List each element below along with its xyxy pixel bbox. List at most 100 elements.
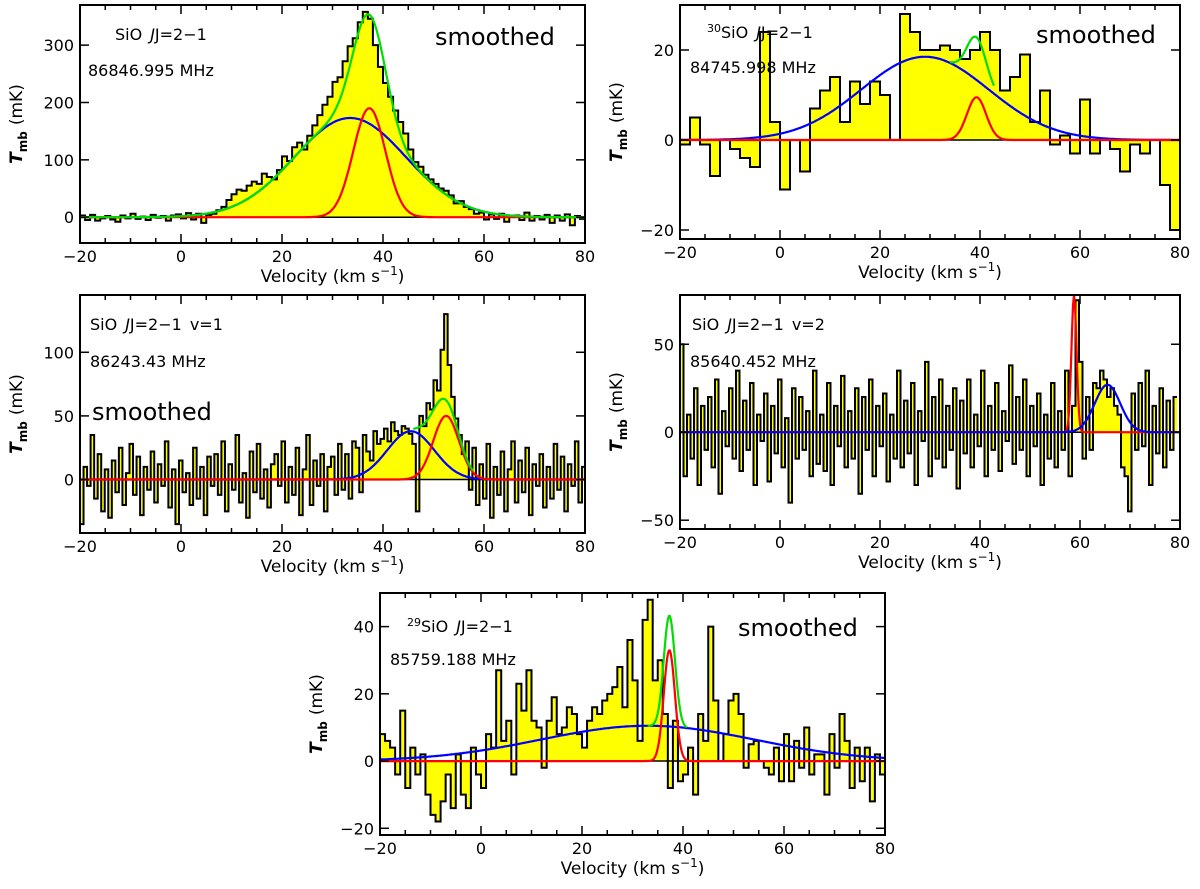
panel-1-isotope: 30	[707, 22, 721, 35]
panel-1-xtick-label: −20	[663, 243, 697, 262]
panel-2-spectrum-fill	[80, 314, 585, 525]
panel-3-ytick-label: 0	[664, 423, 674, 442]
panel-4-smoothed-label: smoothed	[738, 614, 858, 642]
panel-2-xtick-label: 20	[272, 537, 292, 556]
panel-4-xtick-label: 60	[774, 839, 794, 858]
panel-0-ytick-label: 300	[43, 36, 74, 55]
panel-1-xtick-label: 60	[1070, 243, 1090, 262]
panel-1-ytick-label: −20	[640, 221, 674, 240]
panel-2-transition: J=2−1	[129, 315, 182, 334]
panel-0-xtick-label: 80	[575, 247, 595, 266]
panel-0-smoothed-label: smoothed	[435, 23, 555, 51]
panel-1-fit-total	[949, 35, 996, 87]
panel-4-transition: J=2−1	[460, 617, 513, 636]
panel-1-fit-narrow	[680, 96, 1179, 142]
panel-4-xtick-label: −20	[363, 839, 397, 858]
panel-3-ytick-label: 50	[654, 335, 674, 354]
panel-2-line-label: SiO JJ=2−1 v=1	[90, 315, 223, 334]
panel-0-xlabel: Velocity (km s−1)	[261, 264, 405, 287]
panel-1-line-label: 30SiO JJ=2−1	[707, 22, 813, 42]
panel-0-plot: −20 0 20 40 60 80 0 100 200 300 Velocity (km s−1) T…	[7, 4, 595, 287]
panel-2-ytick-label: 0	[64, 471, 74, 490]
panel-2-ytick-label: 50	[54, 407, 74, 426]
panel-4-xtick-label: 0	[476, 839, 486, 858]
panel-0-transition: J=2−1	[154, 25, 207, 44]
panel-4-ytick-label: 40	[354, 618, 374, 637]
panel-0-frequency: 86846.995 MHz	[88, 61, 214, 80]
panel-1-ytick-label: 0	[664, 131, 674, 150]
panel-0-xtick-label: −20	[63, 247, 97, 266]
panel-2-xtick-label: 60	[474, 537, 494, 556]
panel-0-xtick-label: 20	[272, 247, 292, 266]
panel-1-fit-broad	[680, 55, 1179, 142]
panel-3-vibrational: v=2	[792, 315, 825, 334]
panel-4-xlabel: Velocity (km s−1)	[561, 856, 705, 879]
panel-1-xtick-label: 40	[970, 243, 990, 262]
panel-1-xtick-label: 0	[775, 243, 785, 262]
panel-1-spectrum-line	[680, 13, 1180, 231]
panel-3-xtick-label: 60	[1070, 533, 1090, 552]
panel-4-ylabel: Tmb(mK)	[307, 674, 330, 754]
panel-4-ytick-label: 20	[354, 685, 374, 704]
panel-0-ylabel: Tmb(mK)	[7, 84, 30, 164]
panel-4-spectrum-line	[380, 598, 885, 823]
panel-3-transition: J=2−1	[731, 315, 784, 334]
panel-1-frequency: 84745.998 MHz	[690, 58, 816, 77]
panel-0-xtick-label: 40	[373, 247, 393, 266]
panel-2-xtick-label: −20	[63, 537, 97, 556]
panel-2-fit-narrow	[80, 414, 584, 481]
panel-0-line-label: SiO JJ=2−1	[115, 25, 207, 44]
panel-2-ytick-label: 100	[43, 343, 74, 362]
panel-1-xtick-label: 20	[870, 243, 890, 262]
panel-3-xtick-label: −20	[663, 533, 697, 552]
panel-2-xtick-label: 40	[373, 537, 393, 556]
panel-3-xtick-label: 80	[1170, 533, 1190, 552]
panel-3-plot: −20 0 20 40 60 80 −50 0 50 Velocity (km s−1) Tmb(m…	[607, 294, 1190, 573]
panel-2-ylabel: Tmb(mK)	[7, 374, 30, 454]
panel-2-smoothed-label: smoothed	[92, 398, 212, 426]
panel-2-vibrational: v=1	[190, 315, 223, 334]
panel-1-ylabel: Tmb(mK)	[607, 82, 630, 162]
panel-4-xtick-label: 80	[875, 839, 895, 858]
panel-1-xtick-label: 80	[1170, 243, 1190, 262]
panel-4-frequency: 85759.188 MHz	[390, 650, 516, 669]
panel-4-xtick-label: 40	[673, 839, 693, 858]
panel-0-fit-total	[80, 13, 584, 219]
panel-0-xtick-label: 60	[474, 247, 494, 266]
panel-3-xtick-label: 20	[870, 533, 890, 552]
panel-2-spectrum-line	[80, 313, 585, 526]
panel-1-xlabel: Velocity (km s−1)	[858, 260, 1002, 283]
panel-3-xtick-label: 40	[970, 533, 990, 552]
panel-3-ylabel: Tmb(mK)	[607, 372, 630, 452]
panel-4-isotope: 29	[407, 616, 421, 629]
panel-2-plot: −20 0 20 40 60 80 0 50 100 Velocity (km s−1) Tmb(m…	[7, 294, 595, 577]
panel-0-ytick-label: 0	[64, 208, 74, 227]
panel-4-xtick-label: 20	[572, 839, 592, 858]
panel-0-ytick-label: 100	[43, 151, 74, 170]
panel-0-ytick-label: 200	[43, 93, 74, 112]
panel-4-fit-total	[647, 614, 688, 729]
panel-2-xtick-label: 0	[176, 537, 186, 556]
panel-0-xtick-label: 0	[176, 247, 186, 266]
panel-3-ytick-label: −50	[640, 511, 674, 530]
panel-2-fit-total	[412, 397, 474, 472]
panel-0-spectrum-fill	[80, 11, 585, 226]
panel-3-xlabel: Velocity (km s−1)	[858, 550, 1002, 573]
panel-2-xlabel: Velocity (km s−1)	[261, 554, 405, 577]
panel-4-ytick-label: 0	[364, 752, 374, 771]
panel-4-fit-narrow	[380, 649, 884, 763]
panel-3-frequency: 85640.452 MHz	[690, 352, 816, 371]
panel-3-xtick-label: 0	[775, 533, 785, 552]
panel-1-smoothed-label: smoothed	[1036, 21, 1156, 49]
panel-4-spectrum-fill	[380, 599, 885, 822]
panel-2-frequency: 86243.43 MHz	[90, 352, 206, 371]
panel-3-line-label: SiO JJ=2−1 v=2	[692, 315, 825, 334]
panel-4-fit-broad	[380, 724, 884, 761]
panel-3-fit-broad	[680, 383, 1179, 434]
panel-1-spectrum-fill	[680, 14, 1180, 230]
